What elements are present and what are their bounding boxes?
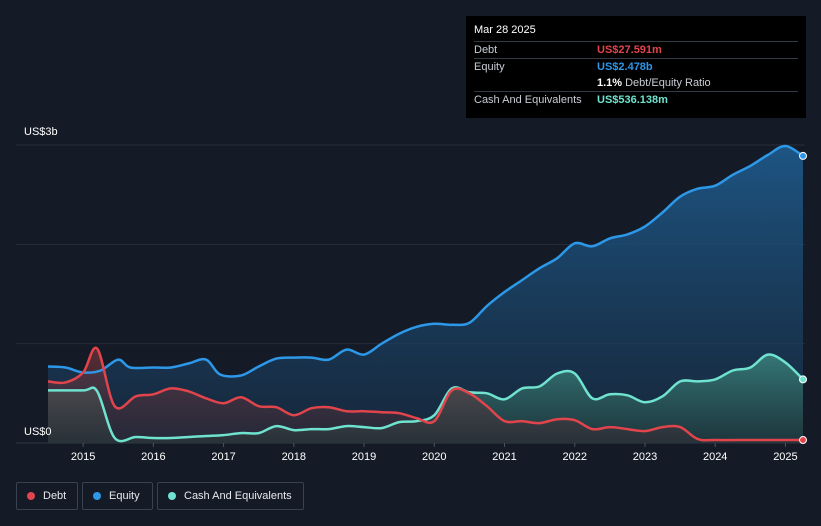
tooltip-debt-row: Debt US$27.591m <box>474 41 798 58</box>
tooltip-cash-row: Cash And Equivalents US$536.138m <box>474 91 798 108</box>
legend-cash-label: Cash And Equivalents <box>184 490 292 502</box>
tooltip-equity-label: Equity <box>474 61 505 73</box>
cash-endpoint <box>799 375 807 384</box>
x-tick-label: 2018 <box>282 451 306 463</box>
cash-line <box>47 353 804 443</box>
debt-dot-icon <box>27 492 35 500</box>
equity-dot-icon <box>93 492 101 500</box>
cash-dot-icon <box>168 492 176 500</box>
x-tick-label: 2022 <box>563 451 587 463</box>
debt-line <box>47 346 803 442</box>
equity-line <box>47 144 804 378</box>
legend-equity-label: Equity <box>109 490 140 502</box>
y-axis-top-label: US$3b <box>24 126 58 138</box>
x-tick-label: 2020 <box>422 451 446 463</box>
tooltip-ratio-row: 1.1% Debt/Equity Ratio <box>474 75 798 91</box>
x-tick-label: 2016 <box>141 451 165 463</box>
tooltip-equity-value: US$2.478b <box>597 61 653 73</box>
tooltip-cash-label: Cash And Equivalents <box>474 94 582 106</box>
debt-area <box>48 347 803 443</box>
tooltip-equity-row: Equity US$2.478b <box>474 58 798 75</box>
x-axis-ticks: 2015 2016 2017 2018 2019 2020 2021 2022 2023 2024… <box>71 443 798 463</box>
debt-endpoint <box>799 436 807 445</box>
tooltip-ratio-label: Debt/Equity Ratio <box>625 77 711 89</box>
tooltip-date: Mar 28 2025 <box>474 24 536 36</box>
tooltip-ratio-value: 1.1% <box>597 77 623 89</box>
series-endpoints <box>799 151 807 445</box>
cash-area <box>48 354 803 443</box>
x-tick-label: 2025 <box>773 451 797 463</box>
legend-item-equity[interactable]: Equity <box>82 482 153 510</box>
y-axis-bottom-label: US$0 <box>24 426 52 438</box>
legend-item-cash[interactable]: Cash And Equivalents <box>157 482 304 510</box>
series-areas <box>48 145 803 443</box>
x-tick-label: 2021 <box>492 451 516 463</box>
series-lines <box>47 144 804 443</box>
tooltip-cash-value: US$536.138m <box>597 94 668 106</box>
forecast-shade <box>0 0 48 445</box>
x-tick-label: 2015 <box>71 451 95 463</box>
tooltip-debt-value: US$27.591m <box>597 44 662 56</box>
tooltip-debt-label: Debt <box>474 44 498 56</box>
equity-endpoint <box>799 151 807 160</box>
tooltip-panel: Mar 28 2025 Debt US$27.591m Equity US$2.… <box>466 16 806 118</box>
x-tick-label: 2024 <box>703 451 727 463</box>
equity-area <box>48 145 803 443</box>
x-tick-label: 2017 <box>211 451 235 463</box>
legend-debt-label: Debt <box>43 490 67 502</box>
x-tick-label: 2023 <box>633 451 657 463</box>
legend-item-debt[interactable]: Debt <box>16 482 78 510</box>
x-tick-label: 2019 <box>352 451 376 463</box>
